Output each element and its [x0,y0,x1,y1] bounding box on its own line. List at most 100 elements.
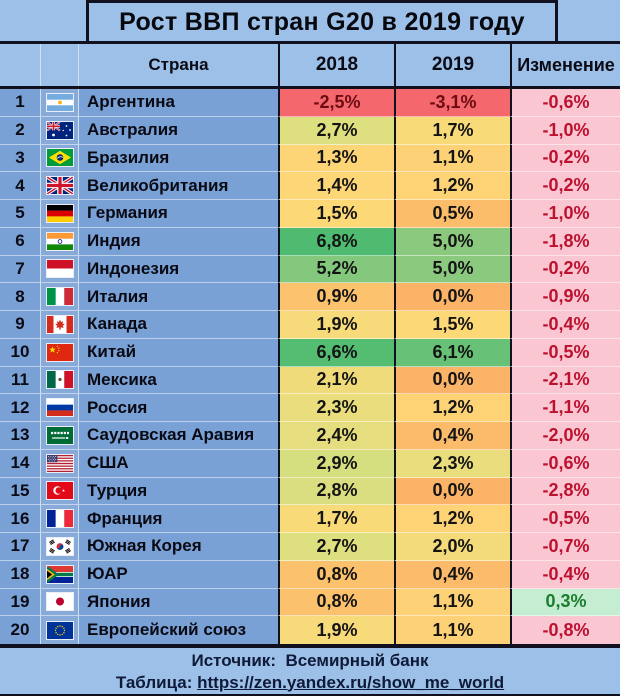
source-name: Всемирный банк [285,650,429,670]
table-header-row: Страна 2018 2019 Изменение [0,44,620,89]
country-cell: Саудовская Аравия [78,422,278,450]
table-row: 2 Австралия 2,7% 1,7% -1,0% [0,116,620,145]
rank-cell: 1 [0,89,40,117]
flag-cell [40,422,78,450]
rank-cell: 17 [0,533,40,561]
flag-cell [40,616,78,644]
flag-mexico-icon [46,371,73,389]
table-link-line: Таблица: https://zen.yandex.ru/show_me_w… [116,672,504,693]
flag-canada-icon [46,315,73,333]
change-cell: -0,5% [510,505,620,533]
flag-cell [40,200,78,228]
flag-cell [40,588,78,617]
gdp-2019-cell: 0,0% [394,283,510,311]
flag-eu-icon [46,621,73,639]
rank-cell: 14 [0,450,40,478]
change-cell: -0,6% [510,89,620,117]
country-cell: Япония [78,588,278,617]
country-cell: Турция [78,477,278,506]
flag-cell [40,505,78,533]
table-row: 5 Германия 1,5% 0,5% -1,0% [0,200,620,228]
gdp-2019-cell: 2,0% [394,533,510,561]
country-cell: Европейский союз [78,616,278,644]
table-row: 6 Индия 6,8% 5,0% -1,8% [0,227,620,256]
title-divider [0,41,620,44]
gdp-2019-cell: 1,2% [394,394,510,422]
footer: Источник: Всемирный банк Таблица: https:… [0,648,620,694]
change-cell: -0,2% [510,172,620,200]
country-cell: Мексика [78,366,278,395]
country-cell: Великобритания [78,172,278,200]
country-cell: Аргентина [78,89,278,117]
table-url-link[interactable]: https://zen.yandex.ru/show_me_world [197,672,505,692]
gdp-2018-cell: 1,4% [278,172,394,200]
flag-cell [40,116,78,145]
table-body: 1 Аргентина -2,5% -3,1% -0,6% 2 Австрали… [0,89,620,644]
table-row: 15 Турция 2,8% 0,0% -2,8% [0,477,620,506]
rank-cell: 4 [0,172,40,200]
rank-cell: 10 [0,339,40,367]
flag-cell [40,89,78,117]
change-cell: -0,6% [510,449,620,478]
flag-south-korea-icon [46,537,73,555]
gdp-2018-cell: 0,8% [278,560,394,589]
rank-cell: 8 [0,283,40,311]
flag-brazil-icon [46,149,73,167]
country-cell: Франция [78,505,278,533]
country-cell: Бразилия [78,144,278,173]
rank-cell: 13 [0,422,40,450]
country-cell: Канада [78,311,278,339]
table-link-label: Таблица: [115,672,193,692]
change-cell: -0,4% [510,311,620,339]
flag-cell [40,311,78,339]
gdp-2019-cell: 0,4% [394,422,510,450]
gdp-2018-cell: 1,9% [278,616,394,644]
change-cell: -0,7% [510,533,620,561]
flag-cell [40,477,78,506]
country-cell: Южная Корея [78,533,278,561]
title-band: Рост ВВП стран G20 в 2019 году [0,0,620,41]
page-title: Рост ВВП стран G20 в 2019 году [86,0,558,41]
rank-cell: 6 [0,228,40,256]
table-row: 1 Аргентина -2,5% -3,1% -0,6% [0,89,620,117]
flag-cell [40,255,78,284]
flag-cell [40,394,78,422]
change-cell: -0,8% [510,616,620,644]
change-cell: -1,1% [510,394,620,422]
table-row: 9 Канада 1,9% 1,5% -0,4% [0,311,620,339]
table-bottom-divider [0,644,620,648]
source-label: Источник: [191,650,276,670]
gdp-2018-cell: 2,7% [278,533,394,561]
rank-cell: 19 [0,589,40,617]
country-cell: Австралия [78,116,278,145]
table-row: 18 ЮАР 0,8% 0,4% -0,4% [0,560,620,589]
flag-germany-icon [46,204,73,222]
gdp-2018-cell: 5,2% [278,255,394,284]
gdp-2018-cell: 6,6% [278,338,394,367]
gdp-2018-cell: 0,9% [278,283,394,311]
flag-cell [40,560,78,589]
flag-argentina-icon [46,93,73,111]
gdp-2019-cell: 5,0% [394,255,510,284]
table-row: 19 Япония 0,8% 1,1% 0,3% [0,588,620,617]
change-cell: -1,8% [510,227,620,256]
flag-italy-icon [46,288,73,306]
change-cell: 0,3% [510,588,620,617]
table-row: 4 Великобритания 1,4% 1,2% -0,2% [0,172,620,200]
table-row: 8 Италия 0,9% 0,0% -0,9% [0,283,620,311]
table-row: 7 Индонезия 5,2% 5,0% -0,2% [0,255,620,284]
change-cell: -0,2% [510,255,620,284]
country-cell: США [78,449,278,478]
flag-south-africa-icon [46,565,73,583]
change-cell: -1,0% [510,116,620,145]
gdp-2019-cell: 0,0% [394,477,510,506]
flag-turkey-icon [46,482,73,500]
gdp-2018-cell: 6,8% [278,227,394,256]
gdp-2019-cell: 0,0% [394,366,510,395]
year-2019-column-header: 2019 [394,44,510,86]
table-row: 20 Европейский союз 1,9% 1,1% -0,8% [0,616,620,644]
year-2018-column-header: 2018 [278,44,394,86]
table-row: 11 Мексика 2,1% 0,0% -2,1% [0,366,620,395]
rank-cell: 18 [0,561,40,589]
